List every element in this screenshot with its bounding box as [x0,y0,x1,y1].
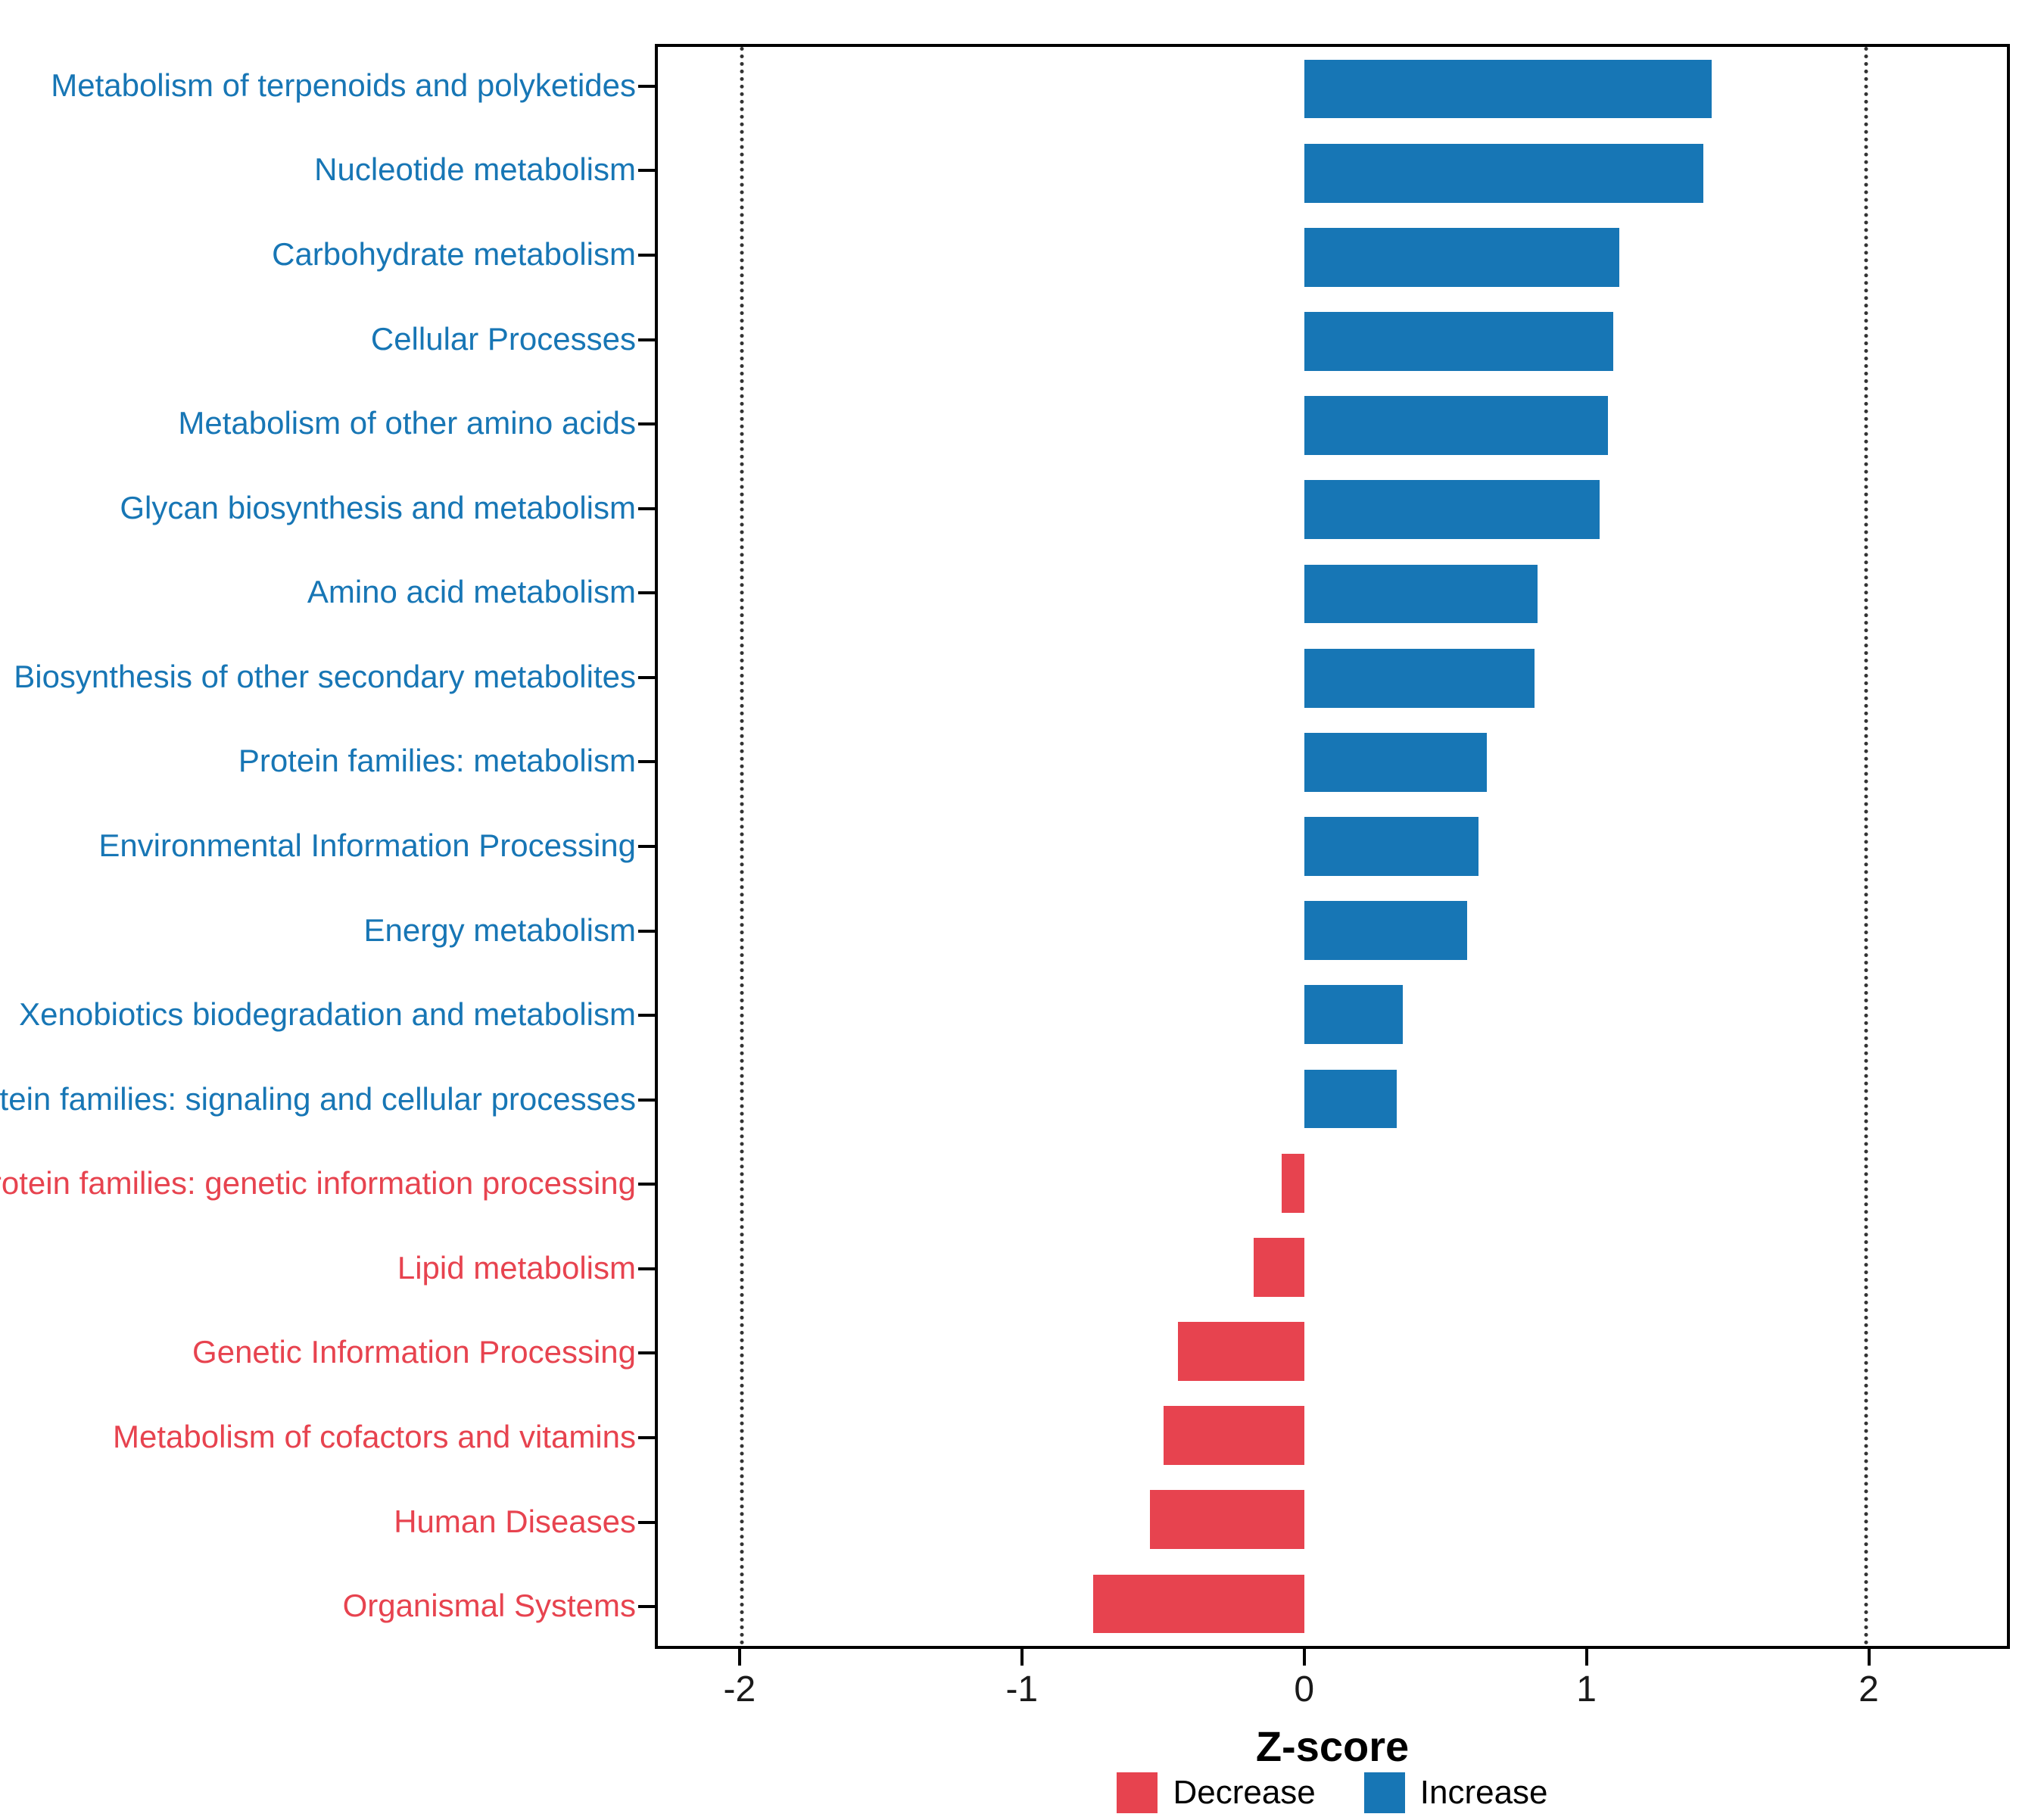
x-tick-label: 1 [1576,1669,1597,1709]
reference-line [1864,47,1868,1646]
y-tick [638,1183,655,1186]
category-label: Organismal Systems [342,1588,636,1624]
y-tick [638,845,655,848]
x-tick-label: 2 [1859,1669,1879,1709]
legend-label-increase: Increase [1419,1774,1548,1811]
category-label: Metabolism of terpenoids and polyketides [51,67,636,103]
legend: Decrease Increase [655,1772,2010,1814]
legend-swatch-decrease [1117,1772,1158,1813]
y-tick [638,253,655,257]
category-label: Protein families: metabolism [238,743,636,779]
category-label: Environmental Information Processing [98,827,636,864]
bar [1304,901,1468,961]
x-axis-title: Z-score [1255,1722,1410,1770]
category-label: Protein families: genetic information pr… [0,1165,636,1201]
bar [1304,648,1535,708]
category-label: Cellular Processes [370,320,636,357]
y-tick [638,169,655,173]
y-tick [638,1436,655,1440]
category-label: Energy metabolism [363,912,636,948]
category-label: Xenobiotics biodegradation and metabolis… [19,996,636,1033]
y-tick [638,506,655,510]
y-tick [638,422,655,426]
bar [1304,396,1608,456]
x-tick [1584,1649,1588,1666]
x-tick [1867,1649,1871,1666]
y-tick [638,1267,655,1270]
category-label: Protein families: signaling and cellular… [0,1080,636,1117]
category-label: Amino acid metabolism [307,574,636,610]
bar [1304,480,1600,540]
x-tick-label: 0 [1294,1669,1315,1709]
bar [1304,817,1479,876]
y-tick [638,1014,655,1018]
y-tick [638,84,655,88]
x-tick-label: -2 [723,1669,756,1709]
category-label: Human Diseases [394,1503,636,1539]
x-tick [1020,1649,1024,1666]
x-tick [737,1649,741,1666]
legend-item-increase: Increase [1363,1772,1548,1813]
bar [1177,1322,1304,1381]
bar [1304,985,1403,1045]
y-tick [638,591,655,595]
x-tick-label: -1 [1005,1669,1039,1709]
y-tick [638,1520,655,1524]
bar [1149,1490,1304,1550]
category-label: Lipid metabolism [397,1250,636,1286]
category-label: Biosynthesis of other secondary metaboli… [14,658,636,694]
bar [1304,312,1614,371]
bar [1093,1574,1304,1634]
bar [1164,1406,1304,1465]
bar [1304,227,1619,287]
bar [1282,1153,1304,1213]
bar [1304,143,1704,203]
legend-label-decrease: Decrease [1173,1774,1316,1811]
y-tick [638,760,655,764]
legend-swatch-increase [1363,1772,1405,1813]
x-tick [1302,1649,1306,1666]
reference-line [740,47,744,1646]
bar [1304,59,1712,119]
bar [1254,1237,1304,1297]
category-label: Nucleotide metabolism [314,151,636,188]
y-tick [638,929,655,933]
x-axis-tick-labels: -2 -1 0 1 2 [655,1669,2010,1714]
category-label: Carbohydrate metabolism [272,236,636,273]
legend-item-decrease: Decrease [1117,1772,1316,1813]
category-axis-labels: Metabolism of terpenoids and polyketides… [0,44,636,1649]
y-tick [638,1605,655,1609]
bar [1304,732,1488,792]
y-tick [638,675,655,679]
bar [1304,1069,1397,1129]
category-label: Metabolism of other amino acids [178,405,636,441]
category-label: Metabolism of cofactors and vitamins [113,1419,636,1455]
y-tick [638,338,655,341]
y-axis-ticks [638,44,655,1649]
x-axis-ticks [655,1649,2010,1666]
y-tick [638,1351,655,1355]
category-label: Genetic Information Processing [192,1334,636,1370]
category-label: Glycan biosynthesis and metabolism [120,489,636,525]
y-tick [638,1098,655,1102]
bar [1304,564,1538,624]
plot-panel [655,44,2010,1649]
